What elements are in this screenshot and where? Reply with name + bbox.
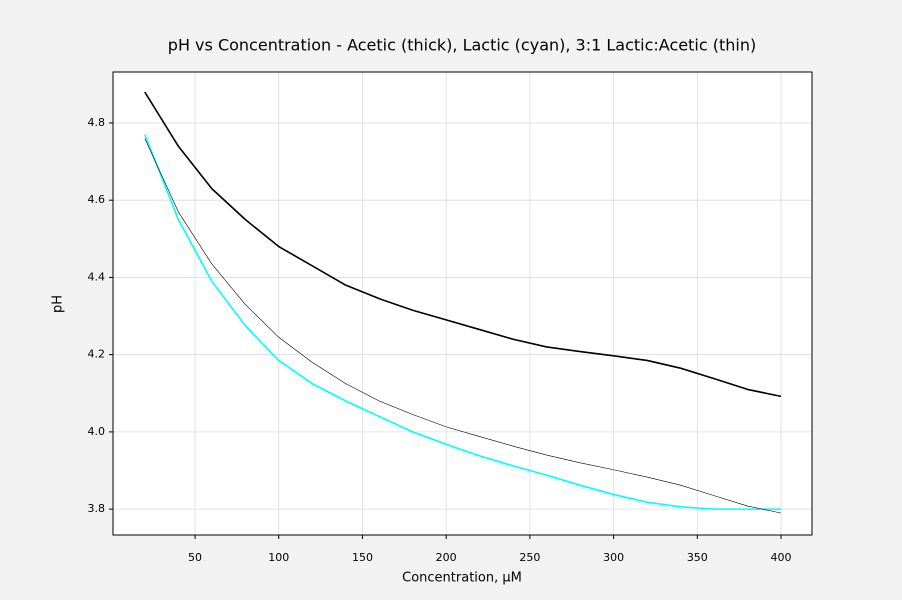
x-tick-label: 250 <box>519 551 540 564</box>
x-axis-label: Concentration, μM <box>402 571 522 586</box>
x-tick-label: 350 <box>687 551 708 564</box>
y-tick-label: 4.2 <box>88 348 106 361</box>
x-tick-label: 100 <box>268 551 289 564</box>
y-tick-label: 4.8 <box>88 116 106 129</box>
line-series <box>144 138 782 514</box>
line-series <box>144 91 782 398</box>
chart-title: pH vs Concentration - Acetic (thick), La… <box>168 36 756 55</box>
x-tick-label: 300 <box>603 551 624 564</box>
x-tick-label: 150 <box>352 551 373 564</box>
y-axis-label: pH <box>51 295 66 313</box>
x-tick-label: 200 <box>436 551 457 564</box>
y-tick-label: 4.6 <box>88 193 106 206</box>
plot-area <box>113 72 812 535</box>
y-tick-label: 3.8 <box>88 502 106 515</box>
plot-frame <box>112 71 813 536</box>
x-tick-label: 400 <box>771 551 792 564</box>
y-tick-label: 4.0 <box>88 425 106 438</box>
y-tick-label: 4.4 <box>88 270 106 283</box>
x-tick-label: 50 <box>188 551 202 564</box>
line-series <box>144 134 782 510</box>
